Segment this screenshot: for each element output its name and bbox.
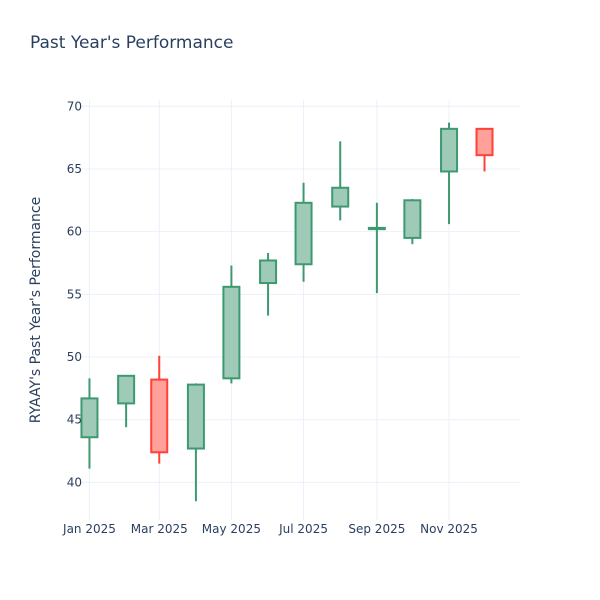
candle-body: [440, 127, 459, 173]
candle-body: [294, 201, 313, 266]
y-axis-title: RYAAY's Past Year's Performance: [28, 197, 44, 423]
candle-body: [403, 199, 422, 239]
y-tick-label: 60: [67, 225, 82, 239]
candle-body: [367, 226, 386, 231]
candle: [475, 127, 494, 172]
candle: [186, 383, 205, 502]
y-tick-label: 55: [67, 287, 82, 301]
candle: [80, 378, 99, 469]
candle: [403, 199, 422, 245]
candle: [117, 374, 136, 428]
candle-body: [117, 374, 136, 405]
y-axis-ticks: 40 45 50 55 60 65 70: [67, 99, 82, 489]
candle: [259, 252, 278, 316]
x-tick-label: Mar 2025: [131, 522, 188, 536]
x-tick-label: Nov 2025: [420, 522, 478, 536]
candle-body: [331, 186, 350, 208]
candle: [440, 122, 459, 225]
y-tick-label: 40: [67, 475, 82, 489]
x-tick-label: Jul 2025: [278, 522, 328, 536]
candle: [331, 141, 350, 221]
candle: [294, 182, 313, 282]
x-tick-label: Jan 2025: [62, 522, 116, 536]
candle: [367, 202, 386, 294]
y-tick-label: 70: [67, 99, 82, 113]
y-tick-label: 45: [67, 413, 82, 427]
candle-body: [186, 383, 205, 450]
chart-title: Past Year's Performance: [30, 33, 234, 53]
x-axis-ticks: Jan 2025 Mar 2025 May 2025 Jul 2025 Sep 2025…: [62, 522, 478, 536]
candle-body: [475, 127, 494, 157]
candle-body: [222, 285, 241, 380]
candle-body: [80, 397, 99, 439]
candle-body: [150, 378, 169, 454]
candle: [150, 355, 169, 464]
y-tick-label: 65: [67, 162, 82, 176]
x-tick-label: Sep 2025: [348, 522, 405, 536]
candle: [222, 265, 241, 384]
x-tick-label: May 2025: [202, 522, 261, 536]
candles: [80, 122, 494, 502]
candle-body: [259, 259, 278, 285]
y-tick-label: 50: [67, 350, 82, 364]
